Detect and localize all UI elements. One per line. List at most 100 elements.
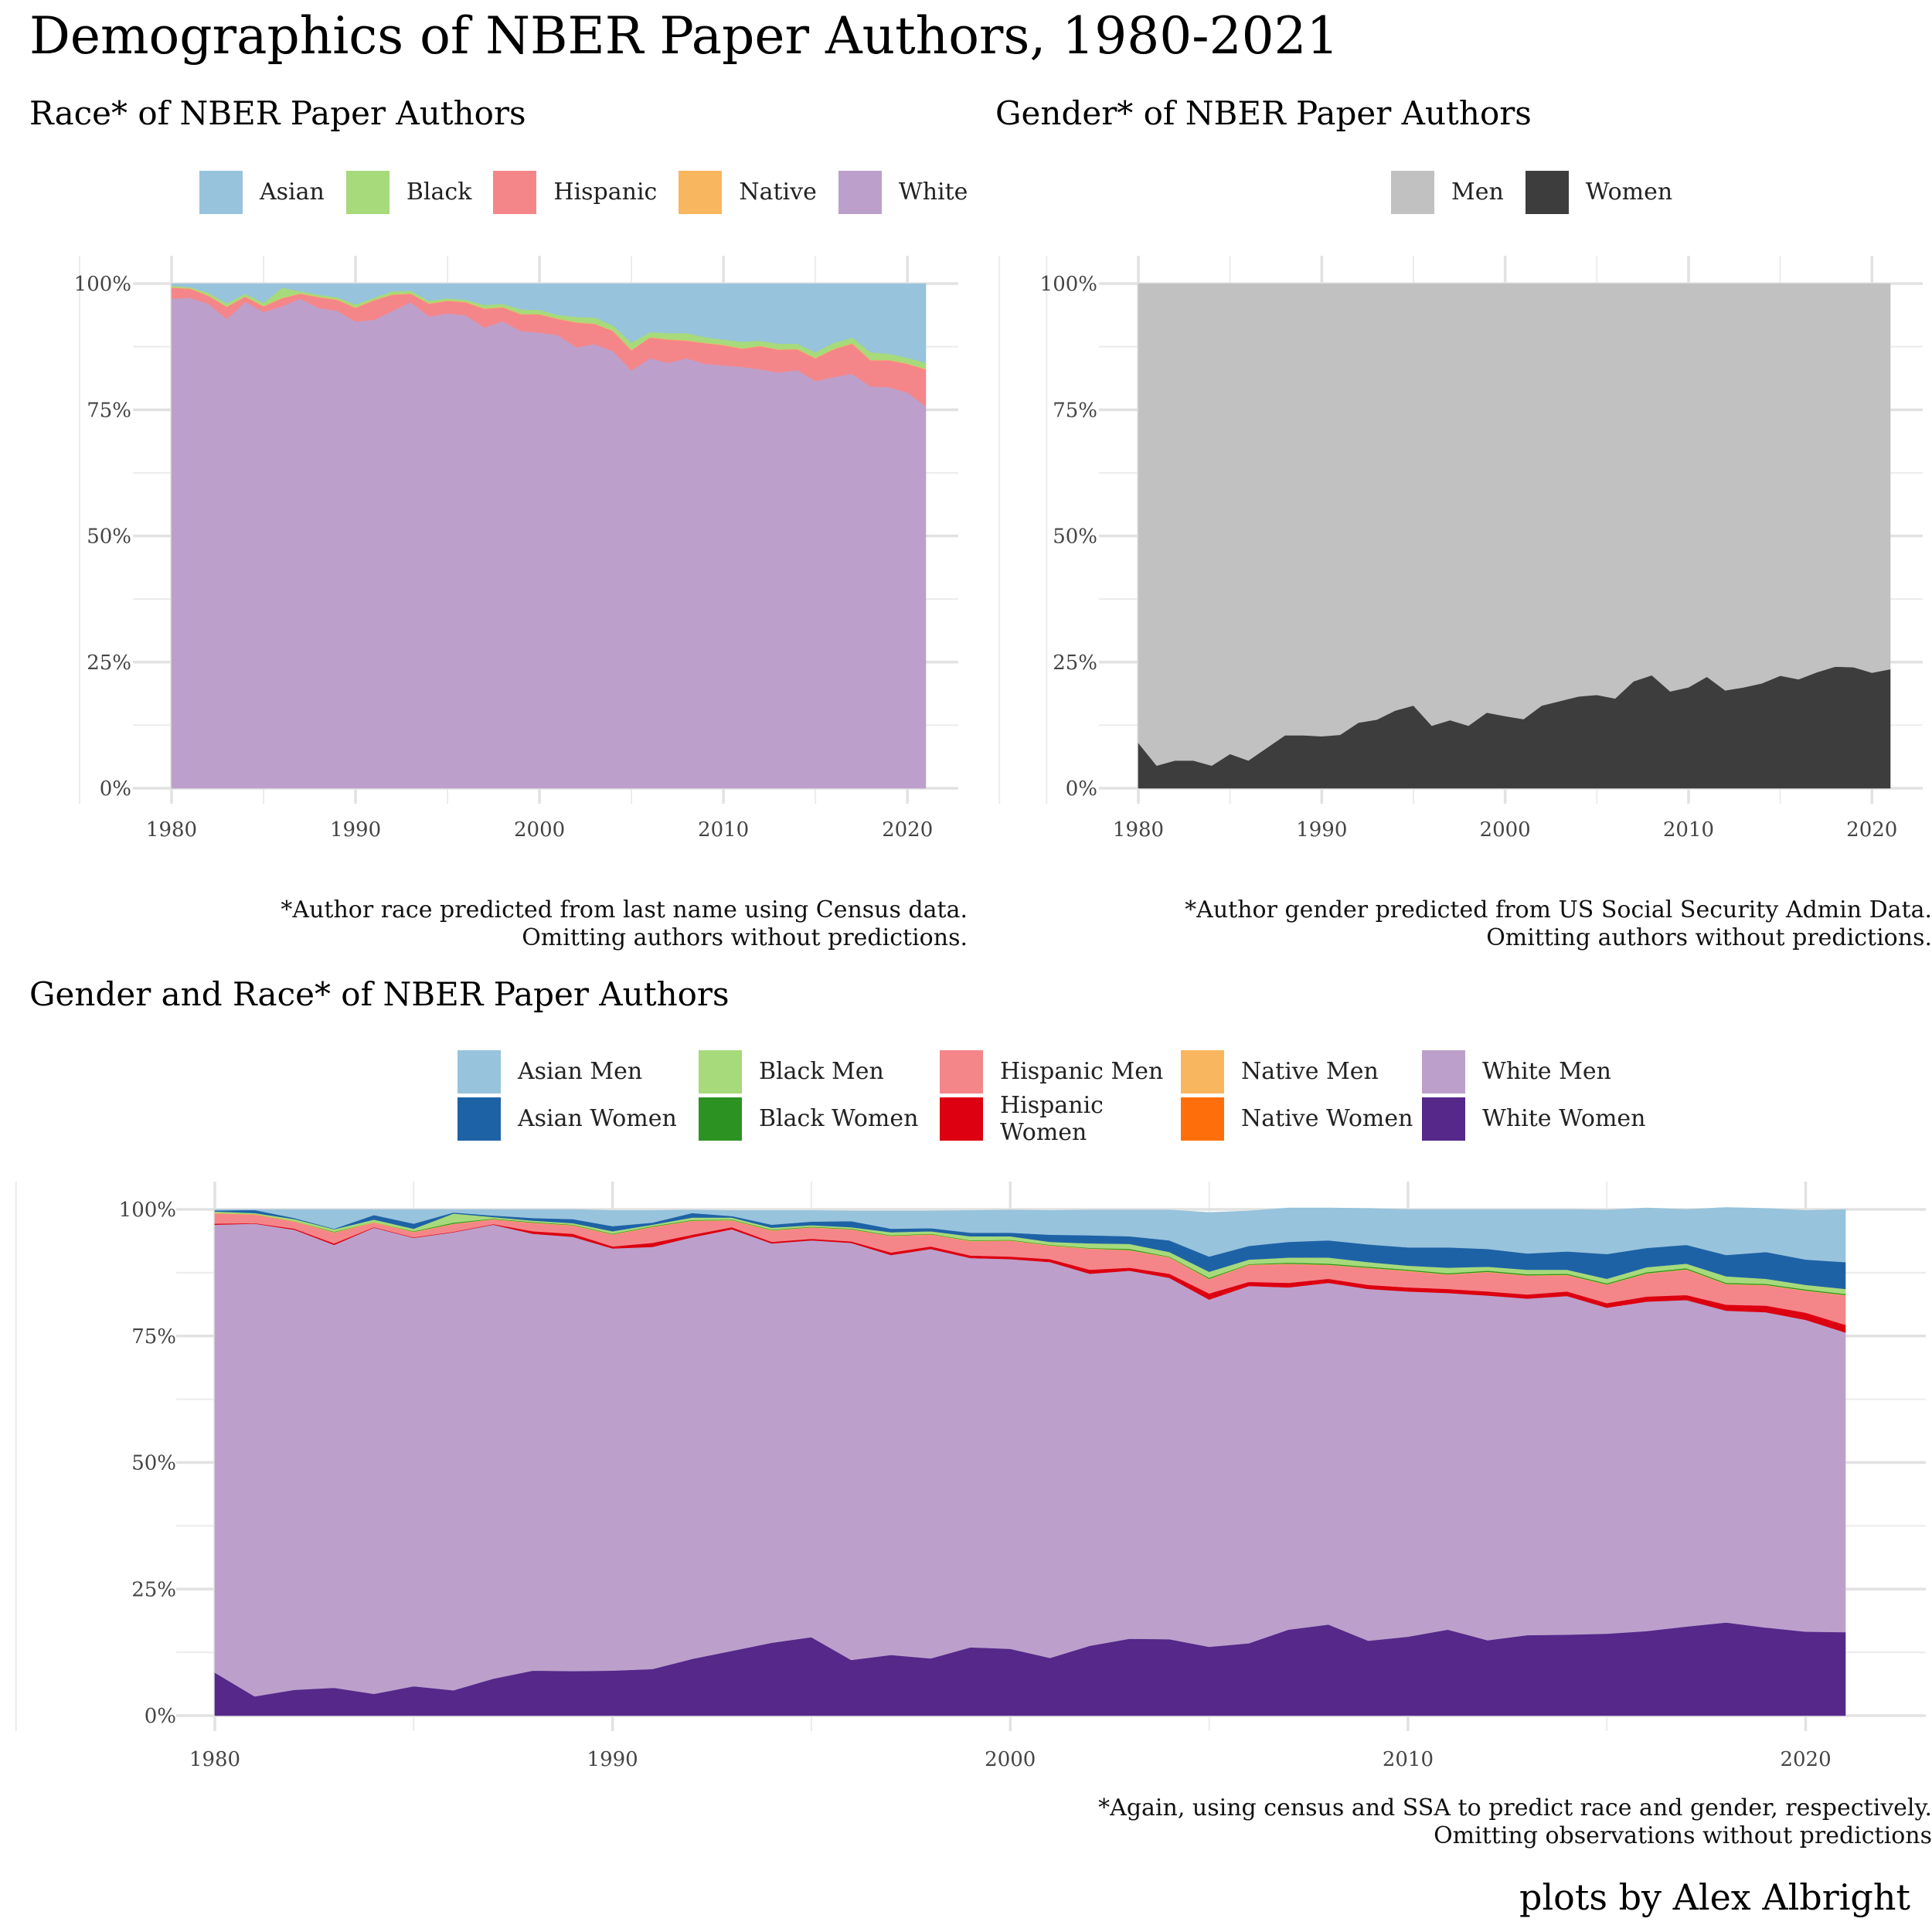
y-tick-label: 25% xyxy=(87,651,131,675)
y-tick-label: 75% xyxy=(87,399,131,422)
legend-key-women xyxy=(1525,170,1569,214)
combined-area-chart: 0% 25% 50% 75% 100% 1980 1990 2000 2010 2020 xyxy=(15,1182,1926,1771)
combined-panel-title: Gender and Race* of NBER Paper Authors xyxy=(29,975,730,1013)
combined-legend: Asian Men Black Men Hispanic Men Native Men… xyxy=(457,1048,1663,1146)
x-tick-label: 2010 xyxy=(698,818,749,842)
legend-key-native-women xyxy=(1181,1097,1224,1141)
legend-label-asian: Asian xyxy=(260,179,325,206)
x-tick-label: 2010 xyxy=(1663,818,1714,842)
y-tick-label: 0% xyxy=(100,777,131,801)
main-title: Demographics of NBER Paper Authors, 1980… xyxy=(29,6,1339,66)
legend-key-asian xyxy=(199,170,243,214)
combined-caption: *Again, using census and SSA to predict … xyxy=(1098,1794,1932,1850)
legend-label-asian-men: Asian Men xyxy=(518,1058,643,1085)
gender-caption-line2: Omitting authors without predictions. xyxy=(1486,924,1932,951)
y-tick-label: 50% xyxy=(87,526,131,549)
race-caption-line2: Omitting authors without predictions. xyxy=(522,924,968,951)
legend-label-white: White xyxy=(898,179,968,206)
legend-label-black: Black xyxy=(406,179,472,206)
legend-key-black-men xyxy=(699,1049,742,1094)
legend-label-native-men: Native Men xyxy=(1241,1058,1379,1085)
x-tick-label: 1980 xyxy=(1113,818,1164,842)
gender-area-chart: 0% 25% 50% 75% 100% 1980 1990 2000 2010 2020 xyxy=(1040,256,1923,842)
race-caption-line1: *Author race predicted from last name us… xyxy=(281,896,968,923)
y-tick-label: 25% xyxy=(1053,651,1097,675)
y-tick-label: 100% xyxy=(119,1199,176,1222)
legend-key-hispanic-men xyxy=(940,1049,983,1094)
legend-item-native: Native xyxy=(679,168,817,216)
legend-item-women: Women xyxy=(1525,168,1673,216)
race-panel-title: Race* of NBER Paper Authors xyxy=(29,94,526,132)
legend-label-native-women: Native Women xyxy=(1241,1105,1413,1132)
x-tick-label: 1980 xyxy=(146,818,197,842)
legend-label-hispanic: Hispanic xyxy=(553,179,658,206)
legend-key-white-women xyxy=(1422,1097,1465,1141)
area-men xyxy=(1138,283,1891,766)
legend-label-hispanic-men: Hispanic Men xyxy=(1000,1058,1164,1085)
legend-item-white-men: White Men xyxy=(1422,1048,1663,1095)
legend-item-men: Men xyxy=(1391,168,1504,216)
legend-label-white-men: White Men xyxy=(1482,1058,1611,1085)
legend-item-asian-men: Asian Men xyxy=(457,1048,699,1095)
legend-item-native-men: Native Men xyxy=(1181,1048,1422,1095)
y-tick-label: 75% xyxy=(1053,399,1097,422)
legend-key-white-men xyxy=(1422,1049,1465,1094)
legend-label-men: Men xyxy=(1451,179,1504,206)
x-tick-label: 2000 xyxy=(985,1748,1036,1771)
legend-key-asian-men xyxy=(457,1049,501,1094)
legend-key-asian-women xyxy=(457,1097,501,1141)
legend-item-asian: Asian xyxy=(199,168,325,216)
legend-label-white-women: White Women xyxy=(1482,1105,1646,1132)
legend-key-white xyxy=(838,170,882,214)
legend-item-black-women: Black Women xyxy=(699,1095,940,1142)
x-tick-label: 2010 xyxy=(1383,1748,1434,1771)
x-tick-label: 1990 xyxy=(330,818,381,842)
x-tick-label: 2020 xyxy=(882,818,933,842)
area-asian xyxy=(171,283,927,363)
gender-legend: Men Women xyxy=(1391,168,1694,216)
legend-item-hispanic-women: Hispanic Women xyxy=(940,1092,1181,1146)
gender-caption-line1: *Author gender predicted from US Social … xyxy=(1185,896,1932,923)
y-tick-label: 100% xyxy=(1040,273,1097,296)
y-tick-label: 50% xyxy=(1053,526,1097,549)
legend-item-black: Black xyxy=(345,168,472,216)
legend-item-hispanic: Hispanic xyxy=(493,168,657,216)
x-tick-label: 1980 xyxy=(189,1748,240,1771)
combined-caption-line1: *Again, using census and SSA to predict … xyxy=(1098,1794,1932,1821)
x-tick-label: 2020 xyxy=(1846,818,1897,842)
x-tick-label: 2000 xyxy=(1480,818,1531,842)
legend-key-hispanic-women xyxy=(940,1097,983,1141)
legend-key-men xyxy=(1391,170,1434,214)
y-tick-label: 50% xyxy=(131,1452,176,1475)
race-caption: *Author race predicted from last name us… xyxy=(281,896,968,952)
y-tick-label: 100% xyxy=(74,273,131,296)
legend-key-black-women xyxy=(699,1097,742,1141)
legend-key-black xyxy=(345,170,389,214)
gender-panel-title: Gender* of NBER Paper Authors xyxy=(995,94,1532,132)
legend-label-hispanic-women: Hispanic Women xyxy=(1000,1091,1104,1146)
legend-item-hispanic-men: Hispanic Men xyxy=(940,1048,1181,1095)
race-area-chart: 0% 25% 50% 75% 100% 1980 1990 2000 2010 2020 xyxy=(74,256,1001,842)
y-tick-label: 0% xyxy=(145,1705,176,1728)
y-tick-label: 0% xyxy=(1066,777,1097,801)
y-tick-label: 75% xyxy=(131,1325,176,1349)
legend-item-black-men: Black Men xyxy=(699,1048,940,1095)
legend-label-black-women: Black Women xyxy=(759,1105,919,1132)
legend-item-native-women: Native Women xyxy=(1181,1095,1422,1142)
legend-label-black-men: Black Men xyxy=(759,1058,884,1085)
y-tick-label: 25% xyxy=(131,1578,176,1601)
race-legend: Asian Black Hispanic Native White xyxy=(199,168,989,216)
legend-label-native: Native xyxy=(739,179,817,206)
x-tick-label: 2000 xyxy=(514,818,565,842)
combined-caption-line2: Omitting observations without prediction… xyxy=(1434,1822,1932,1849)
legend-item-asian-women: Asian Women xyxy=(457,1095,699,1142)
legend-item-white-women: White Women xyxy=(1422,1095,1663,1142)
legend-key-native xyxy=(679,170,723,214)
legend-key-native-men xyxy=(1181,1049,1224,1094)
legend-label-asian-women: Asian Women xyxy=(518,1105,677,1132)
x-tick-label: 1990 xyxy=(1296,818,1347,842)
gender-caption: *Author gender predicted from US Social … xyxy=(1185,896,1932,952)
byline: plots by Alex Albright xyxy=(1519,1876,1910,1918)
legend-item-white: White xyxy=(838,168,968,216)
legend-label-women: Women xyxy=(1585,179,1673,206)
